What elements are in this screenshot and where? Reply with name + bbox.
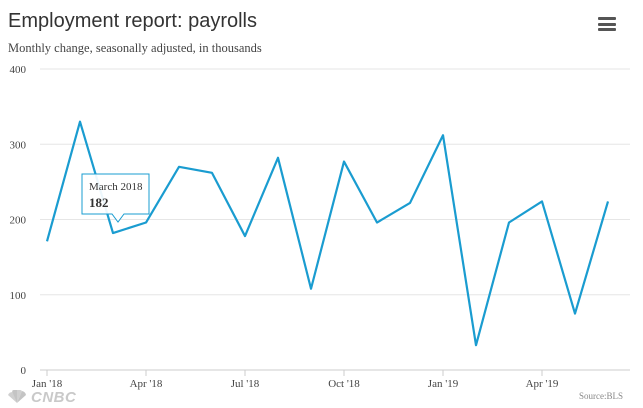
- data-point[interactable]: [272, 152, 284, 164]
- tooltip-value: 182: [89, 195, 109, 210]
- data-point[interactable]: [371, 217, 383, 229]
- data-point[interactable]: [536, 195, 548, 207]
- x-tick-label: Apr '19: [526, 378, 559, 390]
- menu-bar: [598, 17, 616, 20]
- logo-text: CNBC: [31, 388, 77, 406]
- data-point[interactable]: [437, 129, 449, 141]
- chart-title: Employment report: payrolls: [8, 10, 257, 32]
- data-point[interactable]: [206, 167, 218, 179]
- x-tick-label: Apr '18: [130, 378, 163, 390]
- series-line[interactable]: [45, 120, 610, 347]
- data-point[interactable]: [239, 230, 251, 242]
- y-tick-label: 0: [21, 365, 27, 377]
- source-note: Source:BLS: [579, 391, 623, 401]
- x-tick-label: Jul '18: [231, 378, 260, 390]
- y-tick-label: 400: [10, 64, 27, 76]
- tooltip-label: March 2018: [89, 181, 143, 193]
- y-tick-label: 300: [10, 139, 27, 151]
- x-tick-label: Oct '18: [328, 378, 360, 390]
- data-point[interactable]: [74, 116, 86, 128]
- menu-bar: [598, 28, 616, 31]
- x-tick-label: Jan '19: [428, 378, 459, 390]
- x-tick-label: Jan '18: [32, 378, 63, 390]
- data-point[interactable]: [404, 197, 416, 209]
- tooltip: March 2018 182: [81, 173, 150, 223]
- data-point[interactable]: [107, 227, 119, 239]
- data-point[interactable]: [602, 195, 614, 207]
- hamburger-menu-icon[interactable]: [598, 17, 616, 31]
- series-layer[interactable]: [41, 116, 614, 351]
- peacock-icon: [8, 390, 26, 403]
- axis-layer: 0 100 200 300 400 Jan '18 Apr '18 Jul '18 Oct '1…: [10, 64, 559, 390]
- data-point[interactable]: [41, 235, 53, 247]
- menu-bar: [598, 22, 616, 26]
- data-point[interactable]: [338, 156, 350, 168]
- data-point[interactable]: [140, 217, 152, 229]
- data-point[interactable]: [569, 308, 581, 320]
- y-tick-label: 200: [10, 215, 27, 227]
- tooltip-box: [81, 173, 150, 223]
- data-point[interactable]: [503, 217, 515, 229]
- data-point[interactable]: [305, 283, 317, 295]
- grid-layer: [40, 68, 630, 371]
- data-point[interactable]: [173, 161, 185, 173]
- chart-subtitle: Monthly change, seasonally adjusted, in …: [8, 41, 262, 55]
- cnbc-logo: CNBC: [6, 388, 76, 406]
- data-point[interactable]: [470, 339, 482, 351]
- y-tick-label: 100: [10, 290, 27, 302]
